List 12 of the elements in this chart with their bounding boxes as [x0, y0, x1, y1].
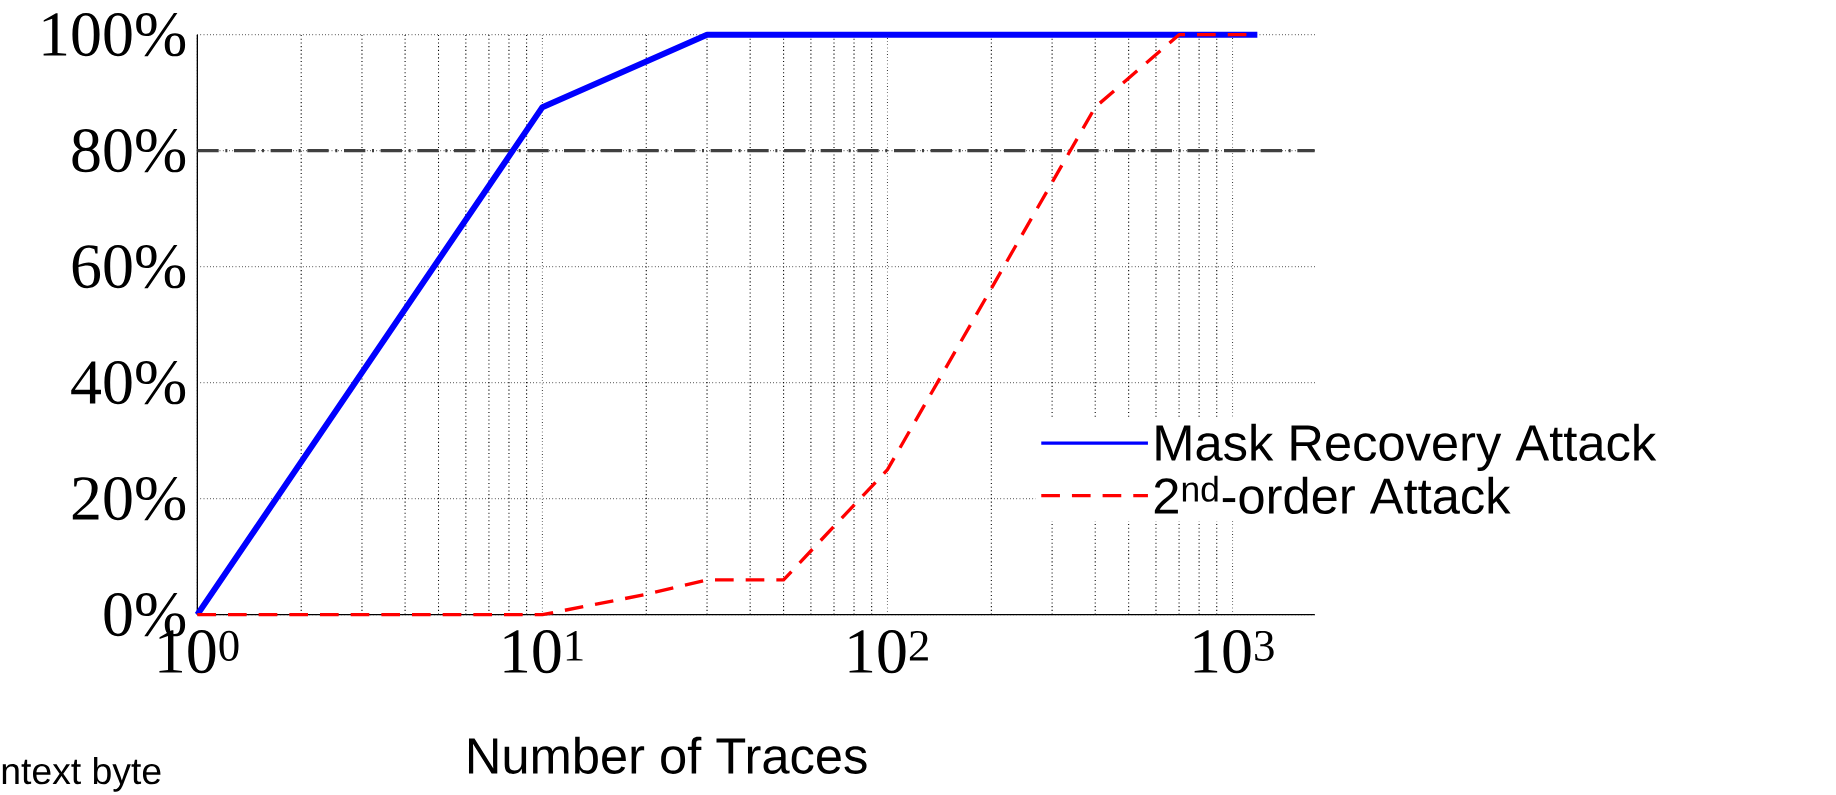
x-axis-title: Number of Traces: [468, 736, 867, 775]
text: ntext byte: [2, 757, 161, 792]
y-tick-label: 40%: [71, 361, 186, 405]
legend-label: 2$^{nd}$-order Attack: [1154, 475, 1511, 515]
y-tick-label: 60%: [72, 245, 186, 289]
y-tick-label: 80%: [72, 129, 186, 173]
y-tick-label: 100%: [43, 13, 186, 57]
x-tick-label: 10$^{3}$: [1194, 630, 1274, 674]
x-tick-label: 10$^{2}$: [849, 630, 928, 674]
legend-label: Mask Recovery Attack: [1156, 423, 1657, 472]
y-tick-label: 20%: [72, 477, 186, 521]
x-tick-label: 10$^{1}$: [504, 630, 583, 674]
